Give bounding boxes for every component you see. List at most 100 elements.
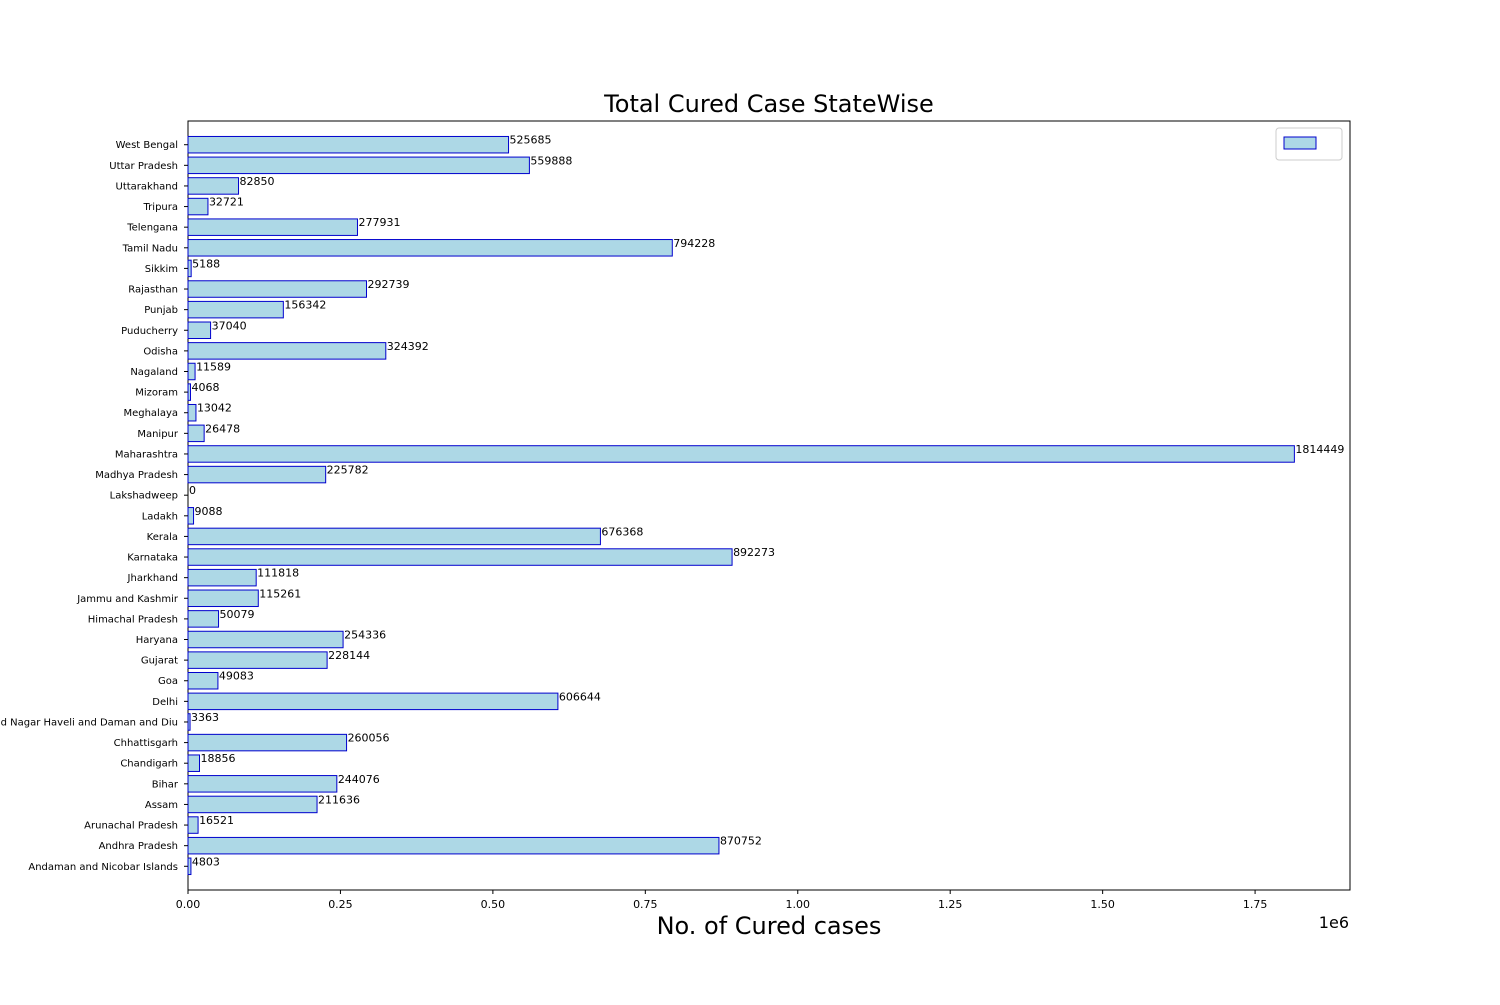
bar — [187, 465, 327, 484]
y-tick-label: Tamil Nadu — [122, 243, 178, 254]
bar — [187, 342, 387, 360]
x-axis-label: No. of Cured cases — [657, 912, 882, 940]
y-tick-label: Odisha — [143, 346, 178, 357]
y-tick-label: Himachal Pradesh — [88, 614, 178, 625]
data-label: 26478 — [205, 422, 240, 435]
x-tick-label: 0.00 — [176, 898, 201, 911]
data-labels: 4803 870752 16521 211636 244076 18856 260056 33… — [189, 134, 1344, 869]
y-tick-label: Tripura — [143, 202, 178, 213]
y-tick-label: Rajasthan — [128, 285, 178, 296]
y-tick-label: Lakshadweep — [110, 491, 178, 502]
data-label: 4068 — [191, 381, 219, 394]
legend — [1275, 127, 1343, 161]
y-tick-label: Sikkim — [145, 264, 178, 275]
data-label: 50079 — [220, 608, 255, 621]
bar — [187, 754, 200, 772]
bar — [187, 507, 195, 525]
bar — [187, 692, 559, 711]
x-tick-label: 0.50 — [481, 898, 506, 911]
y-tick-label: Jharkhand — [127, 573, 178, 584]
y-tick-label: Uttarakhand — [116, 181, 178, 192]
x-tick-label: 1.75 — [1243, 898, 1268, 911]
bar — [187, 445, 1295, 463]
data-label: 277931 — [358, 216, 400, 229]
y-tick-label: Haryana — [136, 635, 178, 646]
data-label: 37040 — [212, 319, 247, 332]
y-tick-label: Manipur — [137, 429, 179, 440]
data-label: 606644 — [559, 690, 601, 703]
data-label: 3363 — [191, 711, 219, 724]
bar — [187, 424, 205, 443]
bar — [187, 589, 259, 608]
bar — [187, 300, 284, 319]
y-tick-label: Bihar — [152, 779, 179, 790]
x-tick-label: 0.25 — [328, 898, 353, 911]
data-label: 9088 — [195, 505, 223, 518]
y-tick-label: Andaman and Nicobar Islands — [28, 862, 178, 873]
data-label: 794228 — [673, 237, 715, 250]
y-tick-label: Andhra Pradesh — [99, 841, 178, 852]
y-tick-label: Dadra and Nagar Haveli and Daman and Diu — [0, 717, 178, 728]
data-label: 225782 — [327, 464, 369, 477]
bar — [187, 775, 338, 793]
bar — [187, 280, 368, 298]
data-label: 13042 — [197, 402, 232, 415]
x-tick-label: 1.50 — [1090, 898, 1115, 911]
bar — [187, 651, 328, 669]
data-label: 156342 — [284, 299, 326, 312]
y-tick-label: Gujarat — [141, 656, 178, 667]
chart-title: Total Cured Case StateWise — [603, 90, 934, 118]
x-tick-label: 1.25 — [938, 898, 963, 911]
y-tick-label: Nagaland — [130, 367, 178, 378]
bar — [187, 135, 510, 154]
bar — [187, 836, 720, 855]
y-tick-label: Punjab — [144, 305, 178, 316]
bar — [187, 630, 344, 649]
data-label: 324392 — [387, 340, 429, 353]
data-label: 559888 — [530, 154, 572, 167]
bar — [187, 177, 240, 195]
data-label: 0 — [189, 484, 196, 497]
data-label: 676368 — [601, 525, 643, 538]
y-tick-labels: Andaman and Nicobar Islands Andhra Prades… — [0, 140, 188, 873]
data-label: 244076 — [338, 773, 380, 786]
y-tick-label: Delhi — [152, 697, 178, 708]
y-tick-label: Karnataka — [127, 553, 178, 564]
y-tick-label: Kerala — [147, 532, 178, 543]
y-tick-label: Puducherry — [121, 326, 178, 337]
y-tick-label: Madhya Pradesh — [95, 470, 178, 481]
data-label: 211636 — [318, 793, 360, 806]
y-tick-label: Chandigarh — [120, 759, 178, 770]
bar — [187, 671, 219, 690]
data-label: 1814449 — [1295, 443, 1344, 456]
y-tick-label: Mizoram — [135, 388, 178, 399]
data-label: 18856 — [200, 752, 235, 765]
data-label: 16521 — [199, 814, 234, 827]
plot-area — [187, 120, 1351, 891]
bar — [187, 218, 358, 236]
data-label: 260056 — [348, 732, 390, 745]
data-label: 5188 — [192, 257, 220, 270]
bar — [187, 795, 318, 814]
bar — [187, 197, 209, 216]
data-label: 49083 — [219, 670, 254, 683]
y-tick-label: West Bengal — [116, 140, 178, 151]
bar — [187, 733, 348, 752]
y-tick-label: Goa — [158, 676, 178, 687]
data-label: 115261 — [259, 587, 301, 600]
data-label: 870752 — [720, 835, 762, 848]
y-tick-label: Arunachal Pradesh — [84, 821, 178, 832]
data-label: 525685 — [510, 134, 552, 147]
bar — [187, 239, 673, 257]
bar — [187, 259, 192, 278]
bar — [187, 321, 212, 340]
x-axis-offset-label: 1e6 — [1319, 913, 1349, 932]
y-tick-label: Uttar Pradesh — [109, 161, 178, 172]
data-label: 82850 — [240, 175, 275, 188]
bar — [187, 857, 192, 876]
data-label: 892273 — [733, 546, 775, 559]
y-tick-label: Ladakh — [142, 511, 178, 522]
data-label: 11589 — [196, 360, 231, 373]
